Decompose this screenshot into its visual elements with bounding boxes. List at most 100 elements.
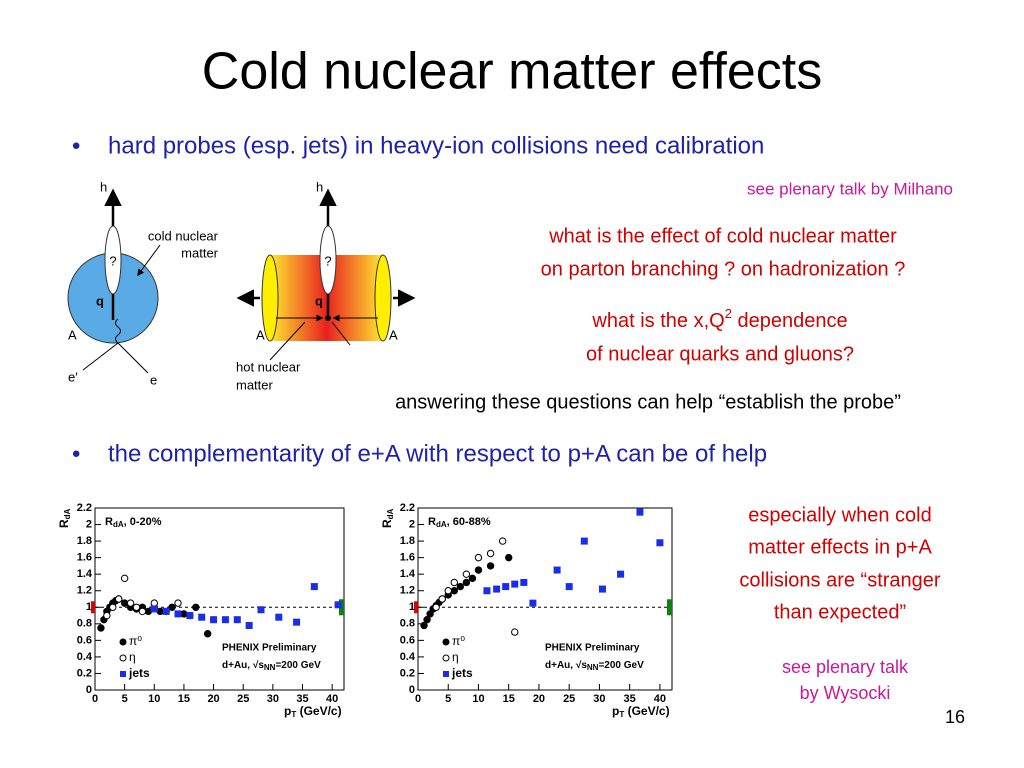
legend-label: jets: [128, 666, 150, 680]
bullet-mark: •: [72, 440, 80, 467]
hadron-point: [203, 630, 212, 638]
plot-frame: [94, 507, 345, 691]
jet-point: [233, 616, 241, 624]
hadron-point: [420, 621, 428, 630]
y-tick-label: 1.8: [77, 535, 92, 547]
y-tick-label: 1: [409, 601, 415, 613]
jet-point: [511, 580, 519, 588]
label: cold nuclear: [148, 228, 219, 243]
y-tick-label: 1.6: [77, 552, 92, 564]
jet-point: [310, 583, 318, 591]
label: pT (GeV/c): [284, 704, 342, 719]
y-tick-label: 0.4: [400, 651, 416, 663]
hadron-point: [150, 599, 158, 607]
x-tick-label: 15: [503, 693, 515, 705]
text-part: , 0-20%: [124, 516, 162, 528]
label: d+Au, √sNN=200 GeV: [222, 660, 321, 672]
hot-diagram: h ? q A A hot nuclear matter: [236, 179, 416, 392]
y-tick-label: 0.8: [77, 618, 92, 630]
hadron-point: [115, 595, 123, 603]
question: what is the effect of cold nuclear matte…: [548, 225, 897, 247]
label: h: [100, 179, 107, 194]
plot-frame: [417, 507, 673, 691]
hadron-point: [126, 599, 135, 607]
text-part: R: [380, 519, 394, 528]
jet-point: [150, 605, 158, 613]
subscript: NN: [587, 663, 599, 672]
y-tick-label: 0.6: [400, 634, 415, 646]
bullet: the complementarity of e+A with respect …: [108, 440, 767, 467]
y-tick-label: 1.8: [400, 535, 415, 547]
legend-marker: [442, 654, 450, 662]
label: RdA, 0-20%: [105, 516, 162, 529]
legend-label: jets: [451, 666, 473, 680]
x-tick-label: 20: [207, 693, 219, 705]
label: A: [68, 327, 77, 342]
label: hot nuclear: [236, 359, 301, 374]
hadron-point: [174, 599, 182, 607]
x-tick-label: 30: [267, 693, 279, 705]
jet-point: [186, 612, 194, 620]
jet-point: [580, 537, 588, 545]
text-part: , 60-88%: [447, 516, 491, 528]
text-part: R: [428, 516, 436, 528]
y-tick-label: 2: [409, 518, 415, 530]
hadron-point: [97, 624, 105, 632]
label: ?: [109, 253, 116, 268]
label: d+Au, √sNN=200 GeV: [545, 660, 644, 672]
vertex: [325, 315, 331, 321]
jet-point: [656, 539, 664, 547]
legend-marker: [119, 638, 127, 646]
subscript: dA: [113, 520, 124, 529]
subscript: dA: [436, 520, 447, 529]
subscript: T: [291, 710, 296, 719]
hadron-point: [438, 595, 446, 603]
text-part: dependence: [732, 310, 848, 332]
legend-label: π⁰: [452, 634, 465, 648]
note: PHENIX Preliminary: [222, 643, 317, 654]
text-part: d+Au, √s: [222, 660, 264, 671]
note: by Wysocki: [800, 683, 891, 703]
hadron-point: [462, 570, 471, 578]
jet-point: [275, 613, 283, 621]
question: on parton branching ? on hadronization ?: [541, 258, 906, 280]
note: PHENIX Preliminary: [545, 643, 640, 654]
label: q: [315, 293, 323, 308]
hadron-point: [468, 574, 477, 583]
jet-point: [245, 621, 253, 629]
y-tick-label: 0: [409, 684, 415, 696]
label: e′: [68, 369, 78, 384]
remark: matter effects in p+A: [748, 536, 932, 558]
x-tick-label: 35: [624, 693, 636, 705]
x-tick-label: 0: [92, 693, 98, 705]
x-tick-label: 5: [445, 693, 451, 705]
hadron-point: [168, 603, 176, 611]
text-part: (GeV/c): [296, 704, 341, 718]
jet-point: [210, 616, 218, 624]
x-tick-label: 40: [654, 693, 666, 705]
hadron-point: [103, 611, 111, 620]
hadron-point: [423, 615, 431, 624]
subscript: dA: [386, 508, 395, 519]
cone: [319, 225, 337, 295]
text-part: =200 GeV: [598, 660, 644, 671]
subscript: T: [619, 710, 624, 719]
hadron-point: [444, 587, 452, 595]
hadron-point: [474, 566, 483, 574]
label: matter: [181, 245, 219, 260]
jet-point: [502, 583, 510, 591]
y-tick-label: 0.6: [77, 634, 92, 646]
hadron-point: [138, 607, 147, 616]
y-tick-label: 0.4: [77, 651, 93, 663]
hadron-point: [486, 549, 495, 558]
question: of nuclear quarks and gluons?: [586, 343, 854, 365]
legend-label: η: [452, 650, 459, 664]
label: q: [96, 293, 104, 308]
bullet-mark: •: [72, 132, 80, 159]
text-part: =200 GeV: [275, 660, 321, 671]
nucleus: [261, 254, 279, 342]
norm-box: [667, 599, 672, 616]
hadron-point: [432, 603, 440, 611]
hadron-point: [505, 553, 513, 562]
